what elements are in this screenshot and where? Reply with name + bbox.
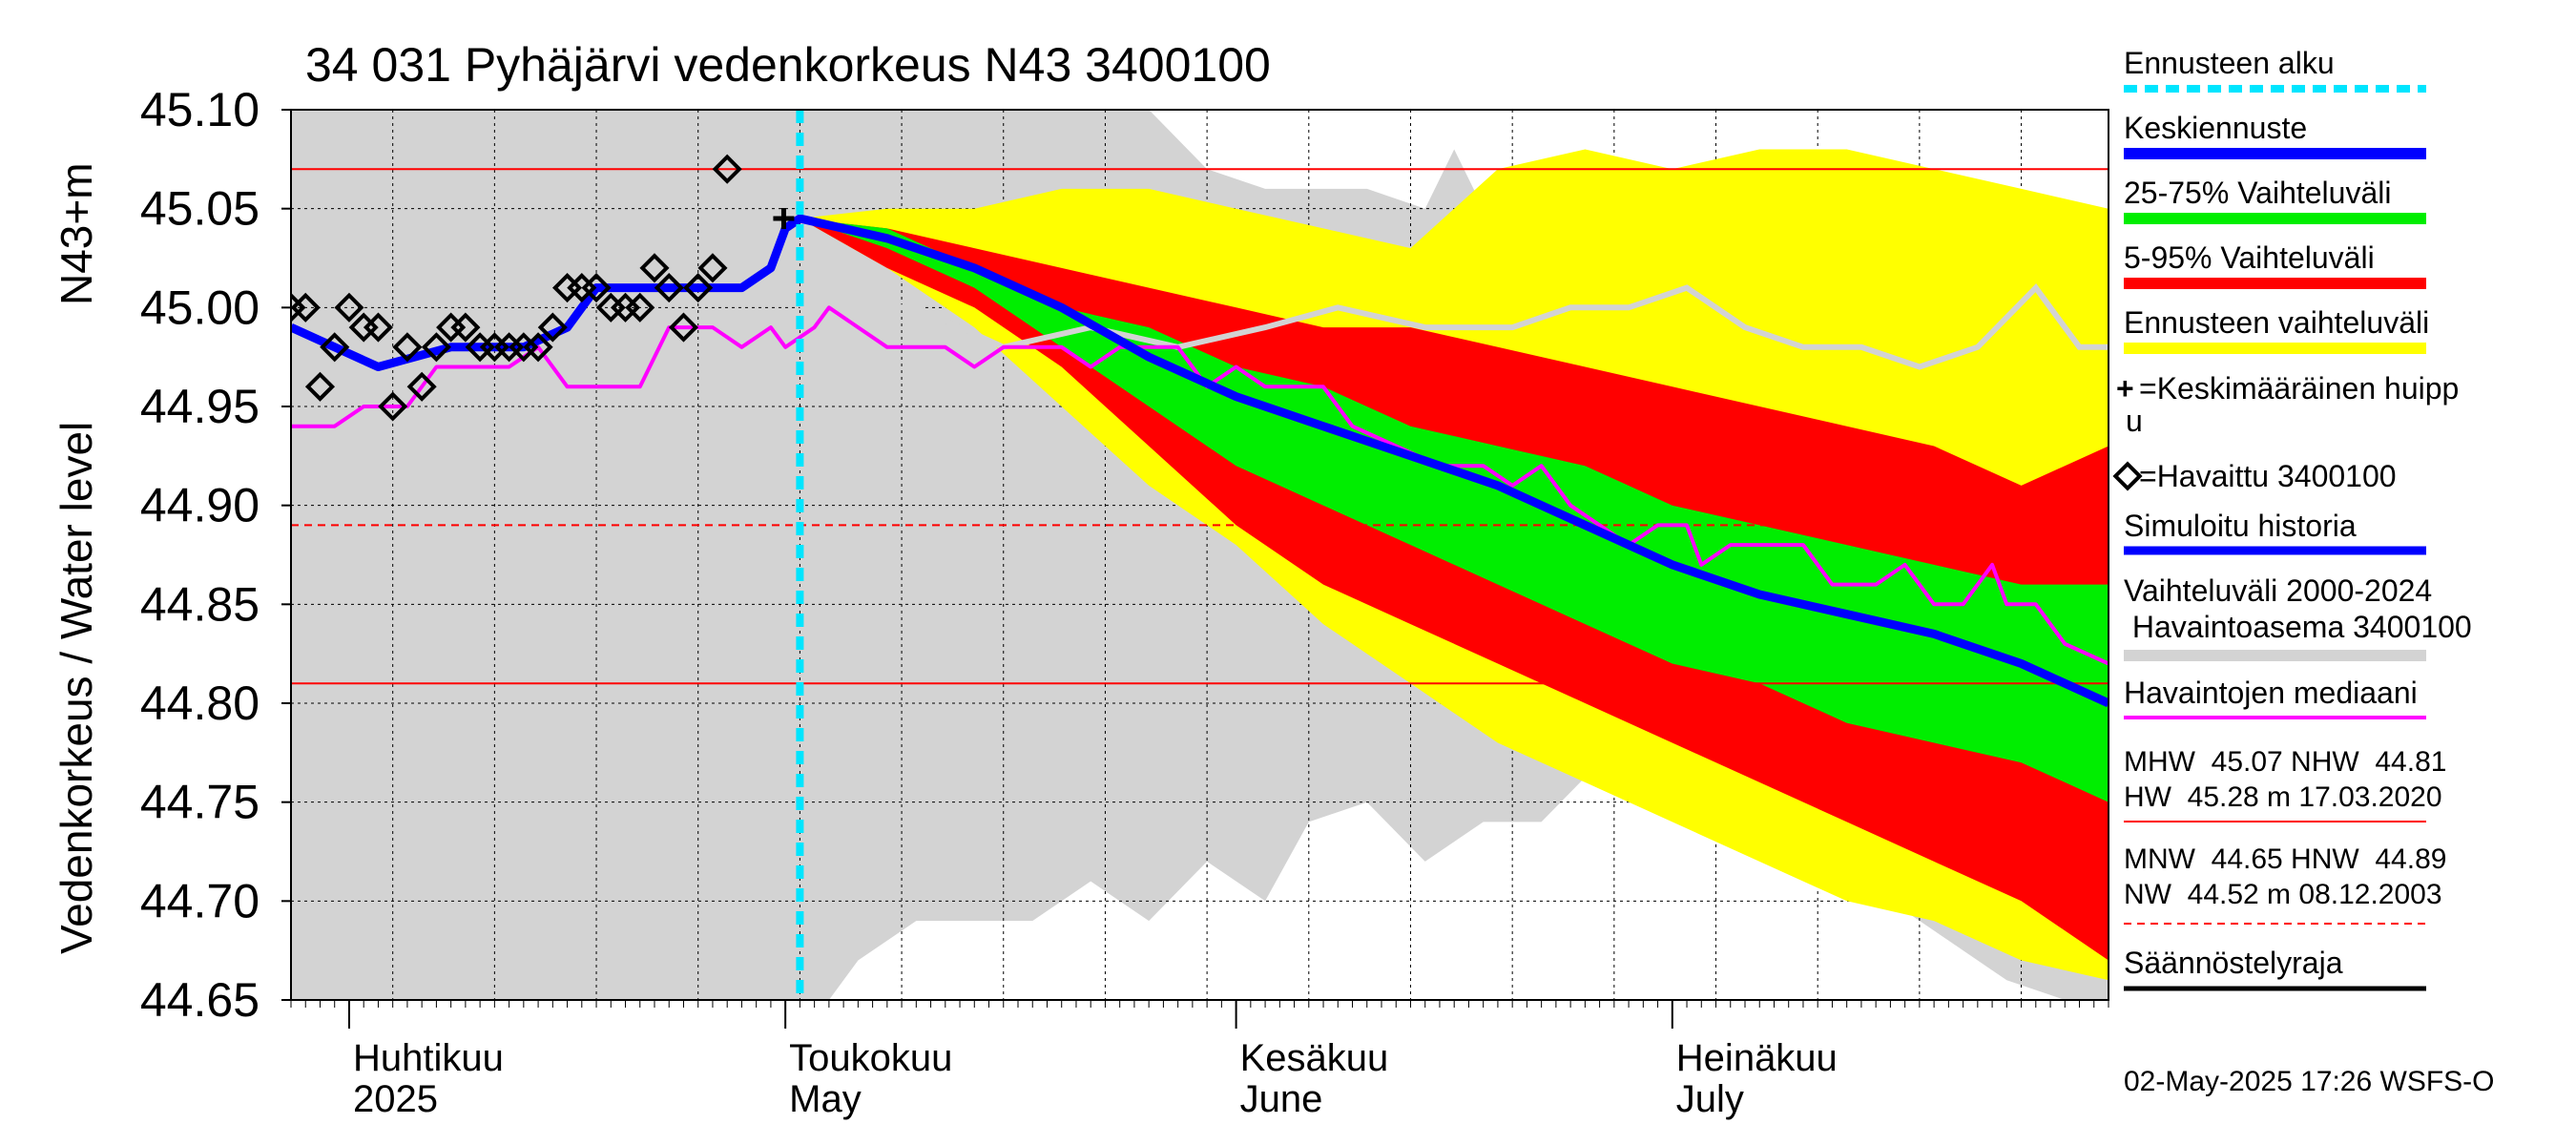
legend-label: 25-75% Vaihteluväli — [2124, 176, 2391, 210]
y-tick-label: 45.10 — [140, 83, 260, 136]
y-tick-label: 45.05 — [140, 182, 260, 236]
observation-marker — [581, 273, 612, 303]
y-axis-label: Vedenkorkeus / Water level — [52, 422, 101, 954]
observation-marker — [392, 332, 423, 363]
month-label: Huhtikuu — [353, 1037, 504, 1079]
legend-label: Ennusteen alku — [2124, 46, 2335, 80]
y-tick-label: 44.75 — [140, 776, 260, 829]
legend-label-peak: =Keskimääräinen huipp — [2139, 371, 2459, 406]
month-label-sub: June — [1240, 1078, 1323, 1120]
y-tick-label: 45.00 — [140, 281, 260, 334]
observation-marker — [668, 312, 699, 343]
plot-frame — [290, 109, 2109, 1001]
observation-marker — [320, 332, 350, 363]
y-axis-ticks: 45.10 45.05 45.00 44.95 44.90 44.85 44.80 44.75… — [140, 83, 291, 1027]
legend-label-simulated: Simuloitu historia — [2124, 509, 2357, 543]
y-tick-label: 44.70 — [140, 874, 260, 927]
y-tick-label: 44.90 — [140, 479, 260, 532]
observation-marker — [697, 253, 728, 283]
peak-symbol: + — [2116, 371, 2134, 406]
observation-marker — [334, 292, 364, 323]
legend-label-regulation: Säännöstelyraja — [2124, 946, 2343, 980]
month-label: Heinäkuu — [1676, 1037, 1838, 1079]
stats-mhw-nhw: MHW 45.07 NHW 44.81 — [2124, 746, 2446, 778]
legend-label: Ennusteen vaihteluväli — [2124, 305, 2429, 340]
month-label-sub: July — [1676, 1078, 1744, 1120]
line-havaintojen-mediaani — [291, 305, 2109, 666]
observation-marker — [291, 292, 321, 323]
legend-label-history-2: Havaintoasema 3400100 — [2124, 610, 2472, 644]
chart-title: 34 031 Pyhäjärvi vedenkorkeus N43 340010… — [305, 38, 1271, 92]
legend-label: Keskiennuste — [2124, 111, 2307, 145]
legend-label: 5-95% Vaihteluväli — [2124, 240, 2375, 275]
month-label-sub: 2025 — [353, 1078, 438, 1120]
y-tick-label: 44.85 — [140, 577, 260, 631]
legend-label-peak-cont: u — [2126, 404, 2143, 438]
legend-label-median: Havaintojen mediaani — [2124, 676, 2418, 710]
observation-marker — [450, 312, 481, 343]
legend-label-observed: =Havaittu 3400100 — [2139, 459, 2397, 493]
observation-marker — [712, 154, 742, 184]
plot-area — [291, 110, 2109, 1000]
observation-marker — [523, 332, 553, 363]
y-tick-label: 44.95 — [140, 380, 260, 433]
band-5-95-vaihteluv-li — [800, 219, 2109, 961]
stats-nw: NW 44.52 m 08.12.2003 — [2124, 879, 2442, 910]
observation-marker — [421, 332, 451, 363]
observed-symbol — [2112, 461, 2143, 491]
y-tick-label: 44.80 — [140, 677, 260, 730]
y-tick-label: 44.65 — [140, 973, 260, 1027]
observation-marker — [683, 273, 714, 303]
month-label: Toukokuu — [789, 1037, 952, 1079]
observation-marker — [537, 312, 568, 343]
stats-hw: HW 45.28 m 17.03.2020 — [2124, 781, 2442, 813]
legend: Ennusteen alku Keskiennuste 25-75% Vaihtel… — [2112, 46, 2472, 991]
legend-label-history-1: Vaihteluväli 2000-2024 — [2124, 573, 2432, 608]
line-keskiennuste — [291, 214, 2109, 708]
observation-marker — [625, 292, 655, 323]
timestamp-footer: 02-May-2025 17:26 WSFS-O — [2124, 1066, 2495, 1097]
band-25-75-vaihteluv-li — [800, 219, 2109, 802]
month-label-sub: May — [789, 1078, 862, 1120]
observation-marker — [378, 391, 408, 422]
observation-marker — [406, 371, 437, 402]
observation-marker — [654, 273, 684, 303]
observation-marker — [363, 312, 393, 343]
y-axis-unit-label: N43+m — [52, 162, 101, 305]
observation-marker — [304, 371, 336, 402]
observation-marker — [639, 253, 670, 283]
month-label: Kesäkuu — [1240, 1037, 1389, 1079]
stats-mnw-hnw: MNW 44.65 HNW 44.89 — [2124, 843, 2446, 875]
